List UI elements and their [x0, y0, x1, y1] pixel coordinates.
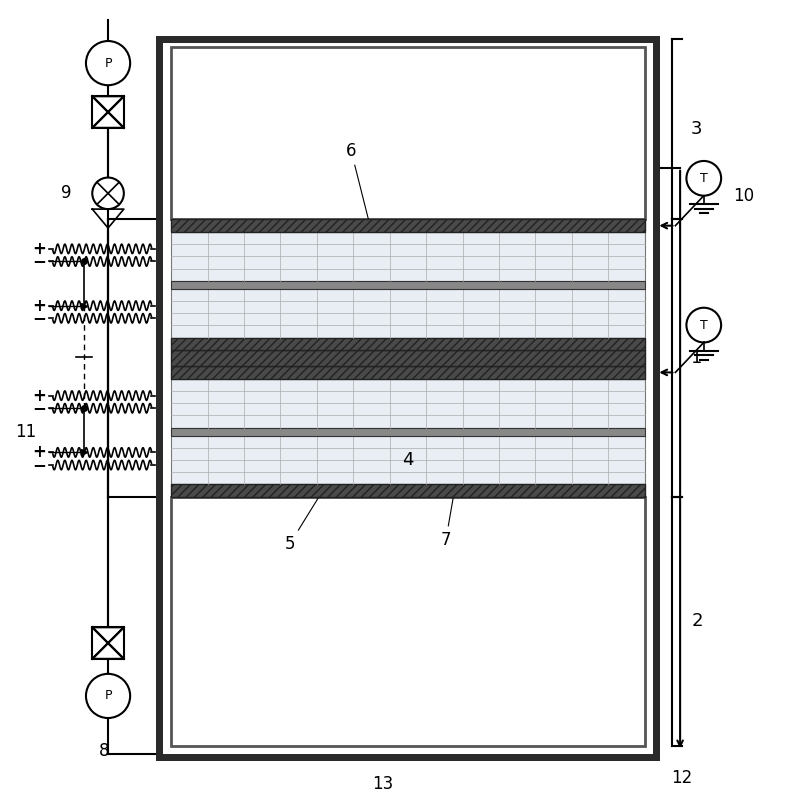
Text: 8: 8 [99, 742, 110, 759]
Text: 12: 12 [671, 769, 692, 787]
Bar [92, 96, 124, 128]
Text: P: P [104, 689, 112, 702]
Circle shape [686, 308, 721, 342]
Text: T: T [700, 172, 708, 185]
Text: +: + [33, 297, 46, 314]
Bar [171, 427, 645, 435]
Text: 2: 2 [691, 612, 702, 630]
Bar [92, 627, 124, 659]
Circle shape [686, 161, 721, 196]
Bar [171, 366, 645, 379]
Bar [171, 379, 645, 427]
Bar [171, 435, 645, 485]
Text: +: + [33, 443, 46, 462]
Text: −: − [33, 456, 46, 474]
Text: 6: 6 [346, 142, 370, 223]
Text: 13: 13 [373, 775, 394, 793]
Bar [171, 350, 645, 366]
Text: P: P [104, 57, 112, 69]
Bar [171, 338, 645, 350]
Bar [159, 40, 657, 758]
Text: 10: 10 [733, 187, 754, 205]
Bar [171, 220, 645, 232]
Circle shape [86, 674, 130, 718]
Bar [171, 485, 645, 497]
Text: +: + [33, 240, 46, 258]
Circle shape [86, 41, 130, 85]
Bar [171, 497, 645, 746]
Text: −: − [33, 310, 46, 327]
Text: −: − [33, 252, 46, 271]
Text: 4: 4 [402, 451, 414, 469]
Bar [171, 232, 645, 281]
Text: T: T [700, 318, 708, 332]
Text: 9: 9 [61, 185, 71, 202]
Bar [171, 281, 645, 289]
Text: 1: 1 [691, 349, 702, 367]
Text: 3: 3 [691, 120, 702, 139]
Text: −: − [33, 400, 46, 417]
Circle shape [92, 178, 124, 209]
Text: +: + [33, 387, 46, 404]
Text: 11: 11 [15, 423, 36, 441]
Bar [171, 289, 645, 338]
Text: 7: 7 [441, 435, 464, 549]
Text: 5: 5 [284, 494, 322, 553]
Bar [171, 47, 645, 220]
Bar [159, 40, 657, 758]
